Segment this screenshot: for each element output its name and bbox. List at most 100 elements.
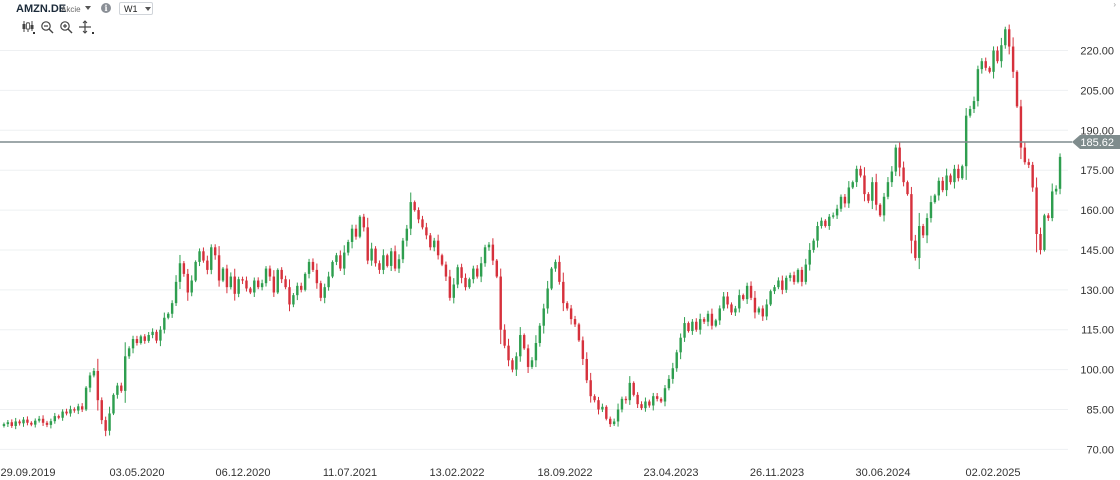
crosshair-icon[interactable]	[78, 20, 92, 34]
candle-body	[256, 280, 260, 288]
candle-body	[237, 279, 240, 294]
candle-body	[315, 269, 319, 284]
candle-body	[847, 187, 851, 204]
candle-body	[460, 267, 463, 278]
candle-body	[182, 263, 186, 274]
candle-body	[828, 216, 831, 227]
candle-body	[268, 268, 272, 277]
candle-body	[409, 202, 412, 229]
candle-body	[331, 261, 334, 277]
candle-body	[433, 240, 436, 248]
candle-body	[538, 325, 542, 344]
y-tick-label: 175.00	[1080, 165, 1114, 177]
candle-body	[773, 287, 776, 292]
candle-body	[933, 195, 937, 203]
candle-body	[229, 276, 233, 288]
candle-body	[61, 411, 64, 418]
candle-body	[890, 171, 894, 183]
candle-body	[730, 304, 733, 313]
candle-body	[217, 255, 221, 281]
candle-body	[292, 295, 295, 305]
candle-body	[425, 227, 428, 236]
last-price-tag	[1072, 134, 1120, 149]
candle-body	[503, 329, 506, 346]
candle-body	[104, 420, 107, 431]
candle-body	[260, 283, 264, 288]
x-tick-label: 18.09.2022	[537, 467, 592, 479]
candlestick-chart-type-icon[interactable]	[21, 20, 35, 34]
candle-body	[100, 400, 103, 421]
candle-body	[824, 220, 827, 227]
x-tick-label: 13.02.2022	[429, 467, 484, 479]
candle-body	[245, 280, 248, 289]
candle-body	[691, 321, 694, 332]
timeframe-chevron-down-icon[interactable]	[145, 7, 151, 11]
candle-body	[73, 409, 76, 411]
candle-body	[163, 317, 166, 330]
candle-body	[612, 421, 616, 425]
candle-body	[1035, 187, 1038, 234]
candle-body	[964, 115, 968, 167]
candle-body	[808, 249, 811, 265]
y-tick-label: 85.00	[1086, 404, 1114, 416]
candle-body	[683, 323, 686, 338]
candle-body	[45, 422, 49, 425]
candle-body	[812, 240, 815, 250]
candle-body	[116, 385, 119, 395]
candle-body	[280, 269, 283, 280]
candle-body	[448, 276, 452, 298]
candle-body	[562, 281, 565, 304]
candle-body	[96, 370, 100, 401]
zoom-in-icon[interactable]	[59, 20, 73, 34]
candle-body	[569, 308, 573, 320]
candle-body	[170, 303, 174, 314]
candle-body	[542, 308, 545, 326]
info-icon[interactable]: i	[101, 3, 111, 13]
symbol-name[interactable]: AMZN.DE	[16, 3, 67, 15]
candle-body	[616, 409, 620, 422]
candle-body	[659, 398, 663, 402]
candle-body	[609, 418, 612, 425]
candle-body	[378, 263, 381, 270]
candle-body	[589, 380, 592, 397]
y-axis: 70.00 85.00 100.00 115.00 130.00 145.00 160.00…	[1080, 46, 1114, 457]
candle-body	[131, 339, 135, 349]
candle-body	[276, 269, 279, 293]
candle-body	[1019, 106, 1023, 148]
candle-body	[949, 175, 952, 183]
symbol-dropdown-chevron-icon[interactable]	[85, 6, 91, 10]
candle-body	[1051, 191, 1054, 219]
crosshair-dropdown-dot	[92, 32, 94, 34]
candle-body	[440, 255, 444, 265]
candle-body	[186, 273, 190, 293]
candle-body	[640, 404, 643, 409]
candle-body	[1031, 164, 1034, 188]
candle-body	[961, 166, 964, 179]
candle-body	[253, 280, 256, 293]
timeframe-select[interactable]: W1	[119, 2, 153, 15]
candle-body	[522, 335, 526, 349]
candle-body	[996, 50, 999, 62]
y-tick-label: 70.00	[1086, 444, 1114, 456]
candle-body	[327, 276, 330, 288]
candle-body	[139, 336, 143, 344]
candle-body	[558, 261, 561, 282]
candle-body	[249, 288, 252, 293]
candle-body	[565, 303, 569, 309]
y-tick-label: 145.00	[1080, 245, 1114, 257]
timeframe-value: W1	[124, 4, 138, 14]
candle-body	[980, 61, 984, 70]
candle-body	[765, 304, 768, 317]
candle-body	[902, 167, 905, 183]
collapse-icon[interactable]: ›	[1113, 0, 1116, 9]
zoom-out-icon[interactable]	[40, 20, 54, 34]
candle-body	[577, 324, 581, 341]
candle-body	[972, 101, 976, 110]
candle-body	[968, 109, 972, 116]
candle-body	[878, 204, 882, 216]
candle-body	[120, 385, 123, 391]
candle-body	[159, 329, 162, 341]
candle-body	[476, 268, 479, 277]
candle-body	[667, 378, 671, 389]
candle-body	[855, 168, 858, 183]
